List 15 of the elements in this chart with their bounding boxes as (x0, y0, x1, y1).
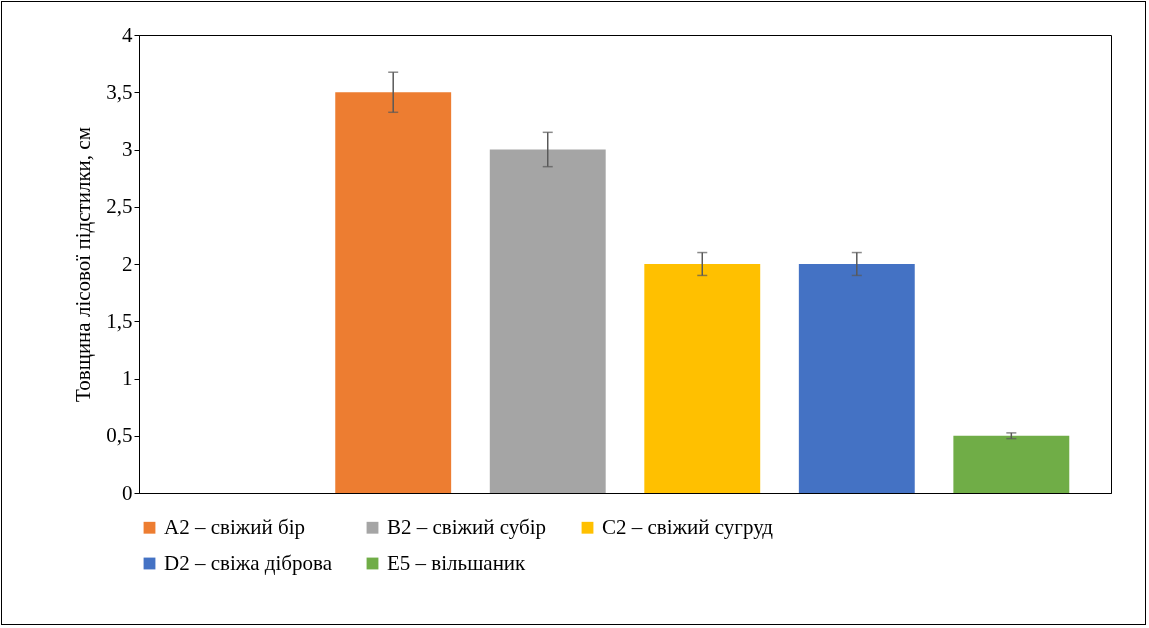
y-axis-title: Товщина лісової підстилки, см (71, 127, 96, 402)
y-tick-label: 4 (122, 22, 133, 47)
y-tick-label: 1,5 (106, 308, 133, 333)
legend-label: B2 – свіжий субір (387, 514, 547, 539)
legend-label: E5 – вільшаник (387, 550, 527, 575)
legend-label: A2 – свіжий бір (164, 514, 305, 539)
y-tick-label: 2,5 (106, 194, 133, 219)
legend-label: C2 – свіжий сугруд (602, 514, 774, 539)
y-tick-label: 0,5 (106, 423, 133, 448)
legend-label: D2 – свіжа діброва (164, 550, 333, 575)
y-tick-label: 3,5 (106, 79, 133, 104)
y-tick-label: 1 (122, 366, 133, 390)
y-tick-label: 2 (122, 251, 133, 276)
y-tick-label: 3 (122, 137, 133, 161)
y-tick-label: 0 (122, 480, 133, 505)
